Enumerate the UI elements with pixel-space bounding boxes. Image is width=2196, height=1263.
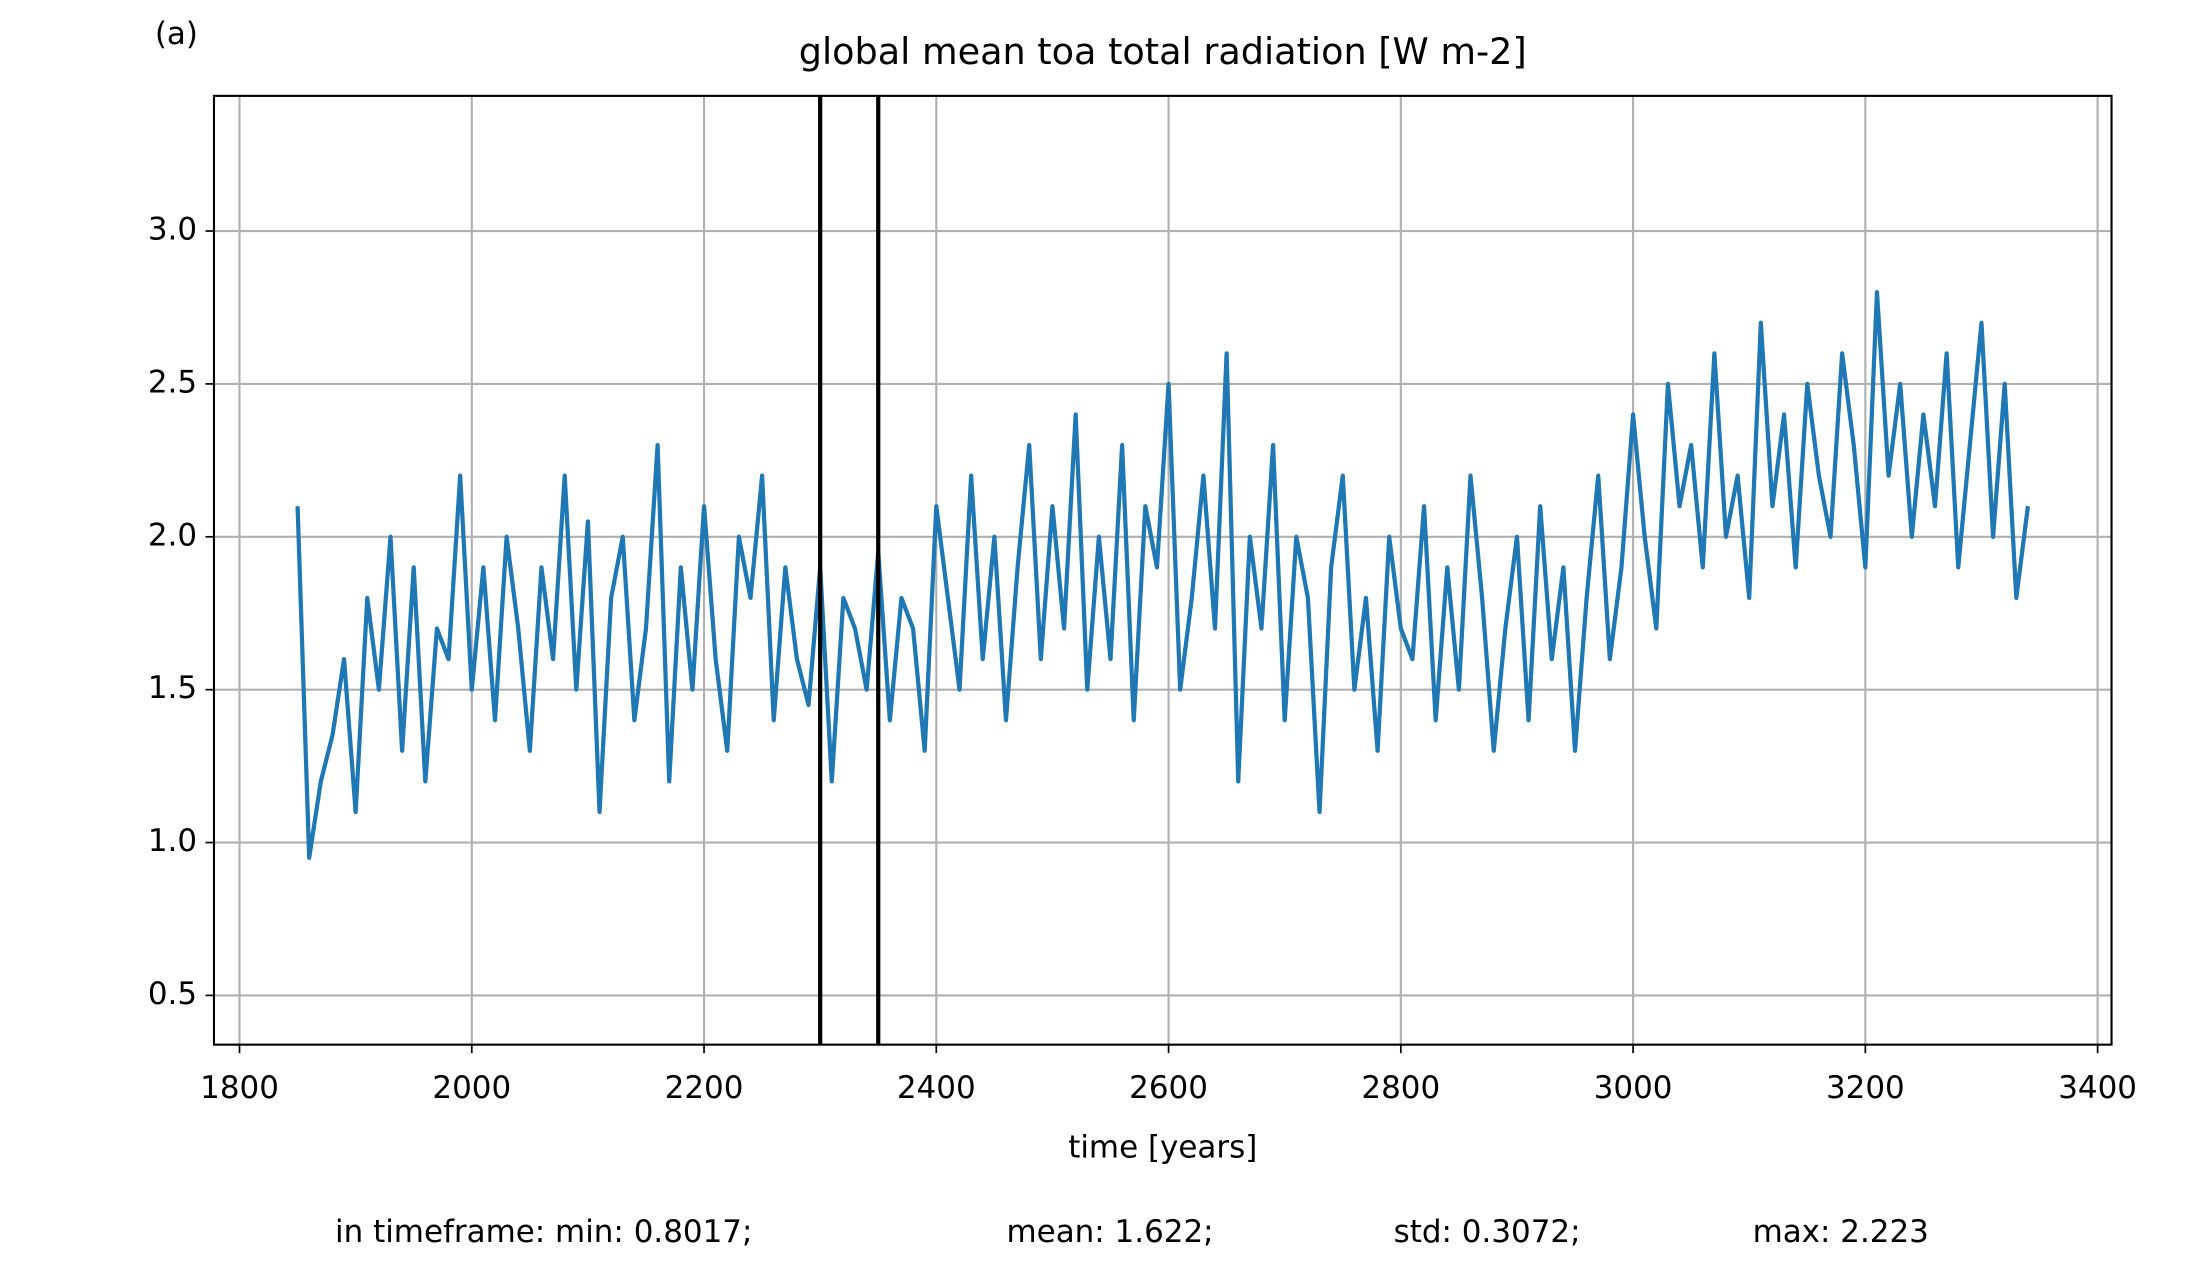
y-tick-label: 1.5 bbox=[148, 670, 197, 706]
footer-stat: std: 0.3072; bbox=[1394, 1214, 1581, 1250]
x-tick-label: 1800 bbox=[200, 1070, 279, 1106]
y-tick-label: 3.0 bbox=[148, 212, 197, 248]
y-tick-label: 0.5 bbox=[148, 976, 197, 1012]
x-tick-label: 3000 bbox=[1594, 1070, 1673, 1106]
x-tick-label: 2200 bbox=[665, 1070, 744, 1106]
data-line bbox=[295, 290, 2031, 860]
x-tick-label: 2400 bbox=[897, 1070, 976, 1106]
x-tick-label: 3200 bbox=[1826, 1070, 1905, 1106]
y-tick-label: 1.0 bbox=[148, 823, 197, 859]
y-tick-label: 2.0 bbox=[148, 517, 197, 553]
x-tick-label: 2000 bbox=[432, 1070, 511, 1106]
x-tick-label: 2800 bbox=[1361, 1070, 1440, 1106]
x-tick-label: 2600 bbox=[1129, 1070, 1208, 1106]
x-tick-label: 3400 bbox=[2058, 1070, 2137, 1106]
footer-stat: mean: 1.622; bbox=[1007, 1214, 1214, 1250]
footer-stat: in timeframe: min: 0.8017; bbox=[335, 1214, 752, 1250]
x-axis-label: time [years] bbox=[1068, 1129, 1257, 1165]
footer-stat: max: 2.223 bbox=[1753, 1214, 1929, 1250]
chart-title: global mean toa total radiation [W m-2] bbox=[799, 30, 1527, 73]
plot-frame bbox=[212, 94, 2113, 1046]
panel-label: (a) bbox=[155, 16, 198, 52]
y-tick-label: 2.5 bbox=[148, 364, 197, 400]
